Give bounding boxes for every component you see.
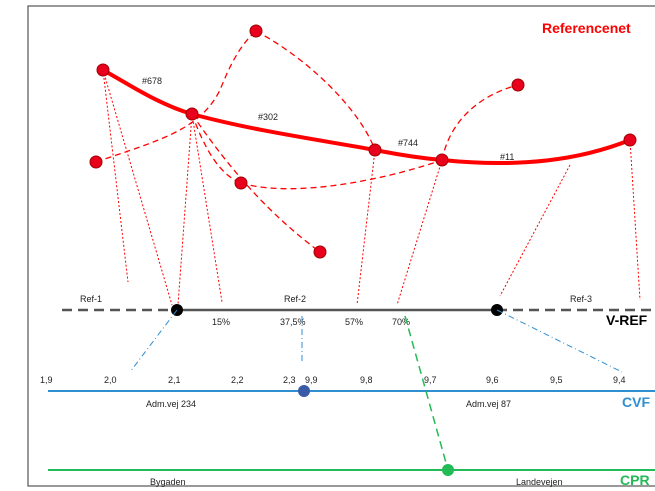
percent-label: 37,5% bbox=[280, 317, 306, 327]
dashed-connections bbox=[95, 30, 519, 253]
cpr-projection-line bbox=[404, 315, 449, 471]
cvf-projection-lines bbox=[129, 309, 623, 373]
cpr-node bbox=[442, 464, 454, 476]
segment-label: #744 bbox=[398, 138, 418, 148]
referencenet-main-curve bbox=[102, 68, 631, 166]
cpr-road-label: Bygaden bbox=[150, 477, 186, 487]
ref-label: Ref-3 bbox=[570, 294, 592, 304]
frame-border bbox=[27, 5, 655, 487]
node bbox=[96, 63, 110, 77]
cvf-label: CVF bbox=[622, 394, 650, 410]
node bbox=[368, 143, 382, 157]
cpr-label: CPR bbox=[620, 472, 650, 488]
cvf-tick: 2,2 bbox=[231, 375, 244, 385]
cvf-node bbox=[298, 385, 310, 397]
node bbox=[89, 155, 103, 169]
cvf-ticks: 1,9 2,0 2,1 2,2 2,3 9,9 9,8 9,7 9,6 9,5 … bbox=[40, 375, 626, 385]
cvf-tick: 9,6 bbox=[486, 375, 499, 385]
cvf-tick: 2,1 bbox=[168, 375, 181, 385]
vref-label: V-REF bbox=[606, 312, 648, 328]
cvf-road-label: Adm.vej 87 bbox=[466, 399, 511, 409]
segment-label: #678 bbox=[142, 76, 162, 86]
cpr-road-label: Landevejen bbox=[516, 477, 563, 487]
cvf-tick: 9,9 bbox=[305, 375, 318, 385]
cvf-road-label: Adm.vej 234 bbox=[146, 399, 196, 409]
node bbox=[511, 78, 525, 92]
node bbox=[234, 176, 248, 190]
segment-label: #11 bbox=[500, 152, 514, 162]
percent-label: 70% bbox=[392, 317, 410, 327]
cvf-tick: 9,4 bbox=[613, 375, 626, 385]
projection-lines bbox=[102, 69, 641, 306]
referencenet-title: Referencenet bbox=[542, 20, 631, 36]
segment-label: #302 bbox=[258, 112, 278, 122]
cvf-tick: 2,3 bbox=[283, 375, 296, 385]
referencenet-nodes bbox=[89, 24, 637, 259]
cvf-tick: 9,8 bbox=[360, 375, 373, 385]
node bbox=[249, 24, 263, 38]
ref-label: Ref-2 bbox=[284, 294, 306, 304]
cvf-tick: 9,5 bbox=[550, 375, 563, 385]
cvf-tick: 9,7 bbox=[424, 375, 437, 385]
ref-label: Ref-1 bbox=[80, 294, 102, 304]
node bbox=[185, 107, 199, 121]
node bbox=[623, 133, 637, 147]
cvf-tick: 2,0 bbox=[104, 375, 117, 385]
node bbox=[435, 153, 449, 167]
percent-label: 57% bbox=[345, 317, 363, 327]
cvf-tick: 1,9 bbox=[40, 375, 53, 385]
node bbox=[313, 245, 327, 259]
percent-label: 15% bbox=[212, 317, 230, 327]
